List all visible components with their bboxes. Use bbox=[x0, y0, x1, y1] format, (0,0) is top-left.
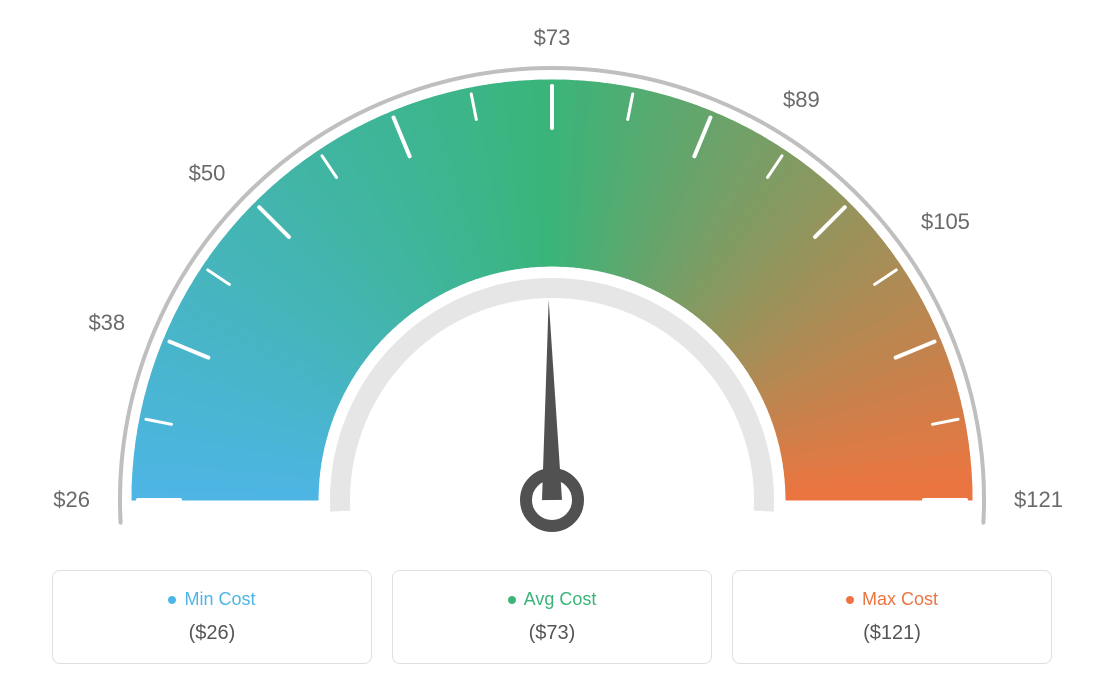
legend-max-label: Max Cost bbox=[757, 589, 1027, 610]
legend-min-value: ($26) bbox=[77, 622, 347, 645]
gauge-scale-label: $50 bbox=[189, 160, 226, 185]
legend-card-max: Max Cost ($121) bbox=[732, 570, 1052, 664]
legend: Min Cost ($26) Avg Cost ($73) Max Cost (… bbox=[20, 570, 1084, 664]
legend-avg-label: Avg Cost bbox=[417, 589, 687, 610]
legend-card-avg: Avg Cost ($73) bbox=[392, 570, 712, 664]
gauge-svg: $26 $38 $50 $73 $89 $105 $121 bbox=[20, 20, 1084, 540]
legend-max-value: ($121) bbox=[757, 622, 1027, 645]
legend-min-label: Min Cost bbox=[77, 589, 347, 610]
cost-gauge-chart: $26 $38 $50 $73 $89 $105 $121 Min Cost ($26) A… bbox=[20, 20, 1084, 664]
gauge-scale-label: $38 bbox=[88, 310, 125, 335]
gauge-scale-label: $89 bbox=[783, 87, 820, 112]
legend-card-min: Min Cost ($26) bbox=[52, 570, 372, 664]
gauge-scale-label: $105 bbox=[921, 209, 970, 234]
gauge-scale-label: $26 bbox=[53, 487, 90, 512]
legend-avg-value: ($73) bbox=[417, 622, 687, 645]
gauge-scale-label: $73 bbox=[534, 25, 571, 50]
gauge-scale-label: $121 bbox=[1014, 487, 1063, 512]
